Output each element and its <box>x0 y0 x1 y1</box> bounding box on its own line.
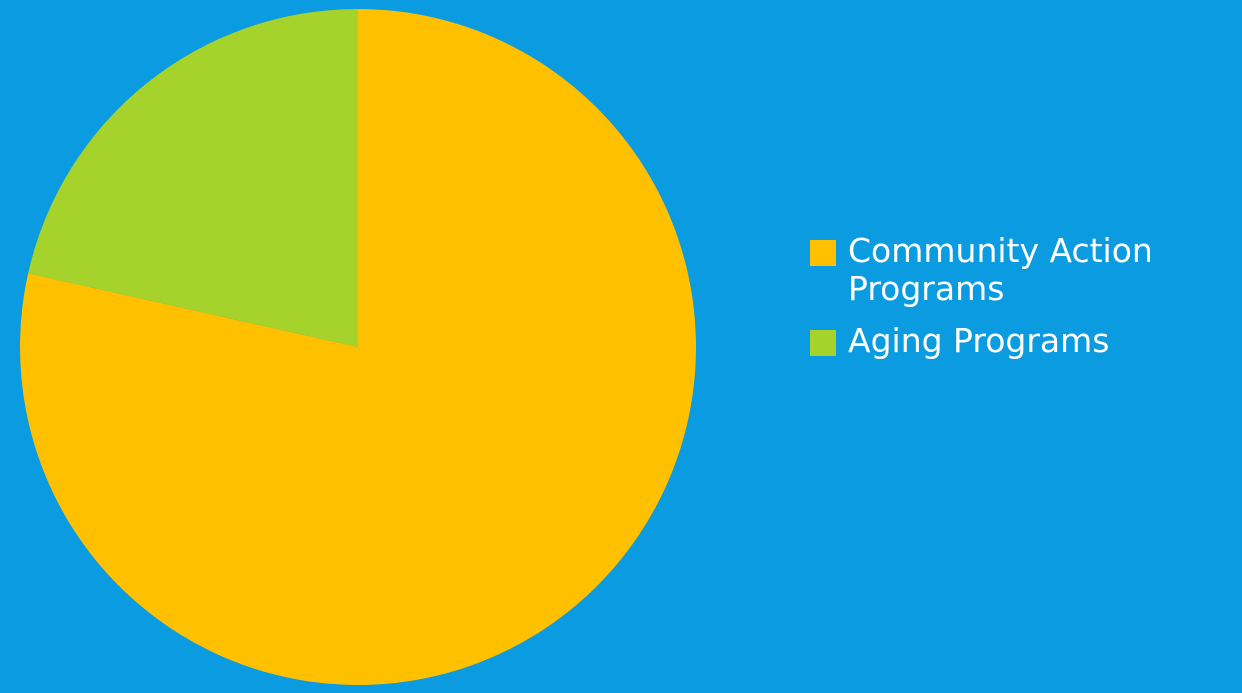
pie-slice-aging-programs <box>28 9 358 347</box>
legend-swatch-aging <box>810 330 836 356</box>
pie-chart <box>19 9 696 686</box>
legend-swatch-community-action <box>810 240 836 266</box>
legend-label-aging: Aging Programs <box>848 321 1110 360</box>
legend-item-aging: Aging Programs <box>810 322 1230 360</box>
pie-slice-community-action-programs <box>19 9 696 686</box>
chart-legend: Community Action Programs Aging Programs <box>810 232 1230 374</box>
legend-label-community-action: Community Action Programs <box>848 231 1153 308</box>
pie-slices <box>19 9 696 686</box>
legend-item-community-action: Community Action Programs <box>810 232 1230 308</box>
